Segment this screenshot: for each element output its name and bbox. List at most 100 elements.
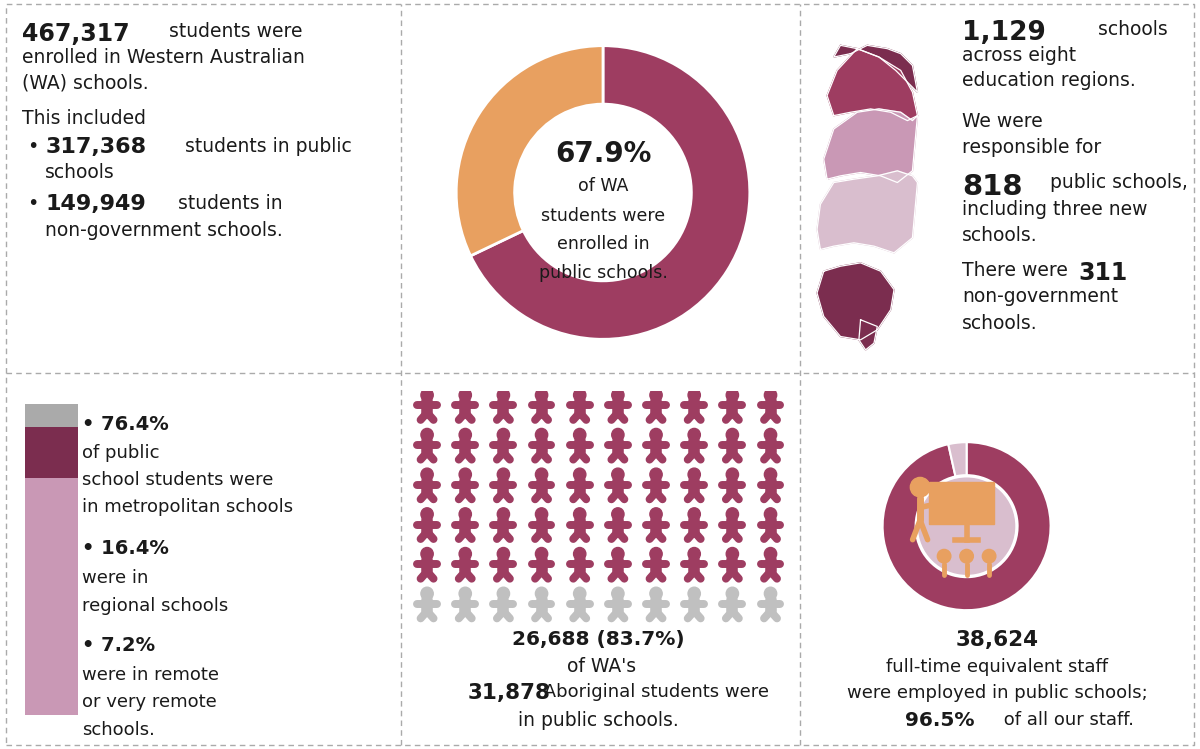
Text: students in: students in <box>172 194 282 213</box>
Circle shape <box>726 428 738 441</box>
Text: 311: 311 <box>1079 261 1128 285</box>
Text: 31,878: 31,878 <box>467 683 551 703</box>
Wedge shape <box>883 442 1050 610</box>
Text: schools: schools <box>46 163 115 182</box>
Circle shape <box>574 548 586 560</box>
Circle shape <box>726 468 738 481</box>
Text: enrolled in Western Australian: enrolled in Western Australian <box>22 49 305 67</box>
Text: schools.: schools. <box>962 314 1038 333</box>
Text: regional schools: regional schools <box>82 597 228 615</box>
Circle shape <box>535 468 547 481</box>
Circle shape <box>726 508 738 521</box>
Circle shape <box>650 508 662 521</box>
Circle shape <box>937 550 950 563</box>
Circle shape <box>497 508 510 521</box>
Circle shape <box>497 548 510 560</box>
Circle shape <box>421 468 433 481</box>
Circle shape <box>612 587 624 600</box>
Circle shape <box>911 477 930 497</box>
Circle shape <box>612 468 624 481</box>
Circle shape <box>421 508 433 521</box>
Circle shape <box>497 389 510 401</box>
Text: students were: students were <box>541 207 665 225</box>
Circle shape <box>574 468 586 481</box>
Text: schools.: schools. <box>962 226 1038 246</box>
Text: of public: of public <box>82 444 160 462</box>
Text: 96.5%: 96.5% <box>905 711 974 730</box>
Circle shape <box>688 587 701 600</box>
Circle shape <box>688 389 701 401</box>
Text: of WA's: of WA's <box>562 657 636 676</box>
Circle shape <box>650 468 662 481</box>
Text: school students were: school students were <box>82 471 272 489</box>
Text: full-time equivalent staff: full-time equivalent staff <box>886 658 1109 676</box>
Polygon shape <box>817 171 918 253</box>
Circle shape <box>574 428 586 441</box>
Text: of WA: of WA <box>578 177 628 195</box>
Text: were in: were in <box>82 569 148 587</box>
Text: 38,624: 38,624 <box>955 630 1039 650</box>
Circle shape <box>421 587 433 600</box>
Circle shape <box>764 548 776 560</box>
Wedge shape <box>470 46 750 339</box>
Text: public schools,: public schools, <box>1044 174 1188 192</box>
Circle shape <box>535 548 547 560</box>
Text: education regions.: education regions. <box>962 71 1135 91</box>
Text: were employed in public schools;: were employed in public schools; <box>847 684 1147 702</box>
Polygon shape <box>827 49 918 121</box>
Polygon shape <box>823 109 918 183</box>
Text: • 76.4%: • 76.4% <box>82 415 168 434</box>
Circle shape <box>688 508 701 521</box>
Bar <box>25 427 78 478</box>
Text: non-government: non-government <box>962 288 1118 306</box>
Text: •: • <box>28 194 38 213</box>
Circle shape <box>688 548 701 560</box>
Circle shape <box>535 587 547 600</box>
Circle shape <box>650 548 662 560</box>
Text: We were: We were <box>962 112 1043 132</box>
Circle shape <box>726 389 738 401</box>
Wedge shape <box>948 442 967 476</box>
Circle shape <box>612 428 624 441</box>
Text: students in public: students in public <box>179 136 352 156</box>
Circle shape <box>612 508 624 521</box>
Text: or very remote: or very remote <box>82 694 216 712</box>
Circle shape <box>460 389 472 401</box>
Circle shape <box>919 478 1015 574</box>
Text: 1,129: 1,129 <box>962 20 1045 46</box>
Text: 67.9%: 67.9% <box>554 140 652 169</box>
Text: • 16.4%: • 16.4% <box>82 539 168 558</box>
Text: including three new: including three new <box>962 200 1147 219</box>
Text: 26,688 (83.7%): 26,688 (83.7%) <box>512 630 685 649</box>
Text: •: • <box>28 136 38 156</box>
Circle shape <box>960 550 973 563</box>
Circle shape <box>983 550 996 563</box>
Bar <box>25 478 78 715</box>
Wedge shape <box>456 46 604 256</box>
Circle shape <box>535 428 547 441</box>
Circle shape <box>421 548 433 560</box>
Text: schools.: schools. <box>82 721 155 739</box>
Circle shape <box>497 587 510 600</box>
Circle shape <box>650 428 662 441</box>
Circle shape <box>497 468 510 481</box>
Text: schools: schools <box>1092 20 1169 39</box>
Text: • 7.2%: • 7.2% <box>82 636 155 655</box>
Text: of all our staff.: of all our staff. <box>998 711 1134 729</box>
Text: responsible for: responsible for <box>962 138 1102 157</box>
Text: 149,949: 149,949 <box>46 194 146 213</box>
Text: Aboriginal students were: Aboriginal students were <box>538 683 769 701</box>
Circle shape <box>764 587 776 600</box>
Circle shape <box>650 389 662 401</box>
Text: This included: This included <box>22 109 145 128</box>
Text: (WA) schools.: (WA) schools. <box>22 73 149 92</box>
Circle shape <box>650 587 662 600</box>
Circle shape <box>460 468 472 481</box>
Circle shape <box>460 428 472 441</box>
Text: non-government schools.: non-government schools. <box>46 221 283 240</box>
Circle shape <box>764 389 776 401</box>
Circle shape <box>421 389 433 401</box>
Circle shape <box>612 389 624 401</box>
Circle shape <box>460 508 472 521</box>
Circle shape <box>764 508 776 521</box>
